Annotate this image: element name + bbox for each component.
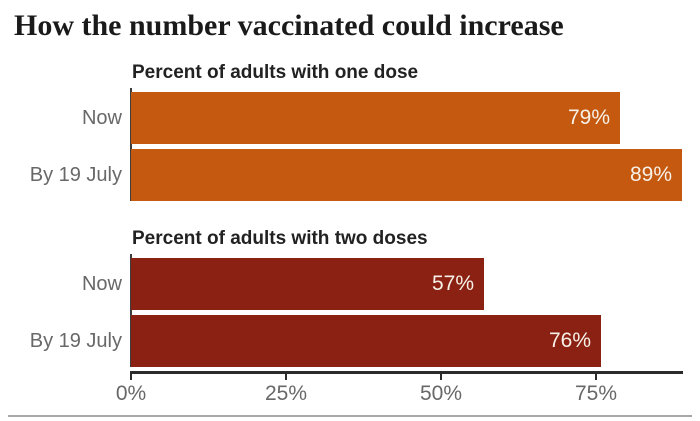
chart-title: How the number vaccinated could increase <box>14 9 564 42</box>
bar: 79% <box>131 92 620 144</box>
x-tick <box>440 371 442 380</box>
y-axis-line <box>130 88 132 201</box>
x-tick <box>595 371 597 380</box>
category-label: Now <box>81 273 122 295</box>
x-tick-label: 0% <box>115 382 147 405</box>
x-tick <box>285 371 287 380</box>
category-label: Now <box>81 107 122 129</box>
bar: 57% <box>131 258 484 310</box>
bar: 76% <box>131 315 601 367</box>
category-label: By 19 July <box>29 164 122 186</box>
x-tick-label: 25% <box>264 382 308 405</box>
x-tick-label: 75% <box>574 382 618 405</box>
x-tick <box>130 371 132 380</box>
bar-value-label: 57% <box>431 272 474 295</box>
bar: 89% <box>131 149 682 201</box>
y-axis-line <box>130 254 132 367</box>
bar-value-label: 79% <box>567 106 610 129</box>
category-label: By 19 July <box>29 330 122 352</box>
bottom-divider <box>8 415 692 417</box>
x-tick-label: 50% <box>419 382 463 405</box>
x-axis-line <box>130 371 683 374</box>
group-subtitle: Percent of adults with one dose <box>132 62 419 83</box>
bar-value-label: 76% <box>548 329 591 352</box>
bar-value-label: 89% <box>629 163 672 186</box>
group-subtitle: Percent of adults with two doses <box>132 228 428 249</box>
